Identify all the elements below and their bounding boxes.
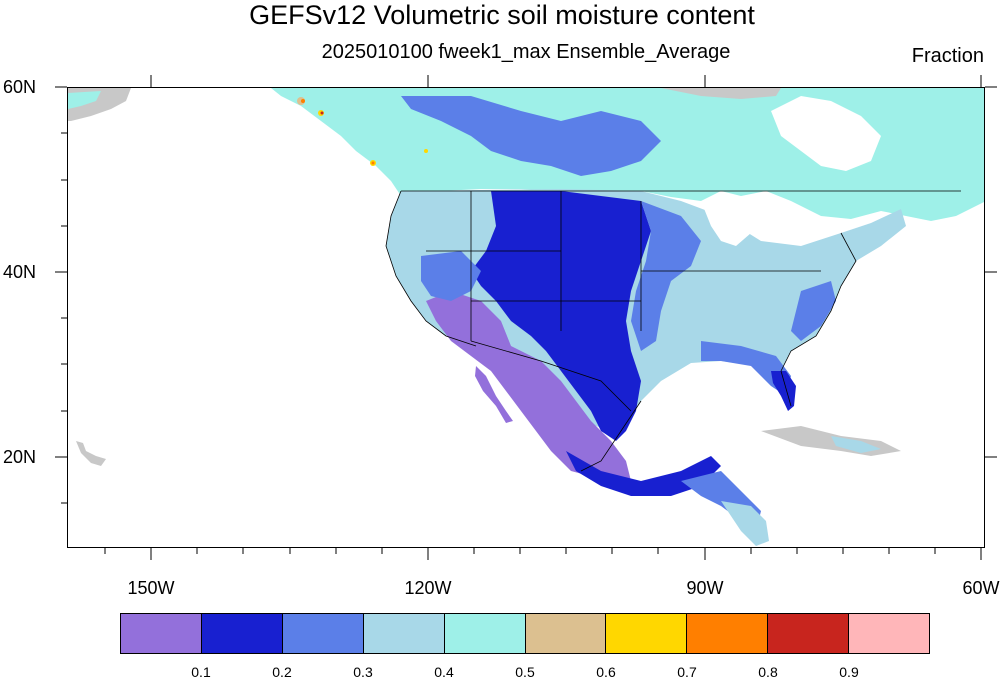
colorbar-label-0-4: 0.4: [434, 664, 454, 680]
colorbar-swatch-6: [525, 614, 607, 653]
region-caribbean-nodata: [761, 426, 901, 456]
colorbar-label-0-7: 0.7: [677, 664, 697, 680]
colorbar-label-0-3: 0.3: [353, 664, 373, 680]
lon-label-150w: 150W: [127, 578, 175, 598]
colorbar-label-0-5: 0.5: [515, 664, 535, 680]
alaska-high-09: [320, 111, 324, 115]
region-plains-02-03: [631, 201, 701, 351]
colorbar-label-0-2: 0.2: [272, 664, 292, 680]
region-florida-01-02: [771, 371, 796, 411]
colorbar-swatch-8: [687, 614, 769, 653]
colorbar-label-0-1: 0.1: [191, 664, 211, 680]
lat-label-20n: 20N: [2, 447, 36, 467]
hudson-bay: [771, 96, 881, 171]
region-west-02-03: [421, 251, 481, 301]
region-south-mexico-01-02: [566, 451, 721, 496]
colorbar-swatch-1: [121, 614, 202, 653]
lon-label-60w: 60W: [962, 578, 1000, 598]
bc-high-06: [424, 149, 428, 153]
great-lakes: [701, 199, 811, 246]
lon-label-120w: 120W: [404, 578, 452, 598]
colorbar-swatch-5: [444, 614, 526, 653]
colorbar: [120, 613, 930, 654]
bc-high-08: [371, 161, 375, 165]
lon-label-90w: 90W: [686, 578, 724, 598]
colorbar-swatch-9: [768, 614, 850, 653]
region-central-america-03-04: [721, 501, 769, 546]
colorbar-swatch-3: [282, 614, 364, 653]
region-nodata-north: [661, 88, 781, 99]
region-alaska-cyan: [68, 91, 101, 109]
gulf-of-mexico: [641, 386, 776, 441]
region-mexico-00-01: [426, 291, 631, 481]
colorbar-swatch-2: [201, 614, 283, 653]
chart-title: GEFSv12 Volumetric soil moisture content: [249, 0, 755, 30]
region-canada-02-03: [401, 96, 661, 176]
units-label: Fraction: [911, 45, 984, 67]
colorbar-swatch-10: [849, 614, 930, 653]
map-graphic: [68, 88, 984, 546]
colorbar-swatch-4: [363, 614, 445, 653]
colorbar-label-0-9: 0.9: [839, 664, 859, 680]
region-southeast-02-03: [701, 341, 791, 396]
political-borders: [385, 190, 961, 472]
lat-label-40n: 40N: [2, 262, 36, 282]
lat-label-60n: 60N: [2, 77, 36, 97]
soil-moisture-map[interactable]: [67, 87, 985, 548]
colorbar-label-0-6: 0.6: [596, 664, 616, 680]
region-baja-00-01: [475, 366, 513, 423]
colorbar-swatch-7: [606, 614, 688, 653]
chart-subtitle: 2025010100 fweek1_max Ensemble_Average: [321, 41, 731, 63]
region-eastcoast-02-03: [791, 281, 836, 341]
region-hawaii-nodata: [76, 441, 106, 466]
region-caribbean-04: [831, 436, 881, 453]
colorbar-label-0-8: 0.8: [758, 664, 778, 680]
alaska-high-08: [301, 99, 305, 103]
